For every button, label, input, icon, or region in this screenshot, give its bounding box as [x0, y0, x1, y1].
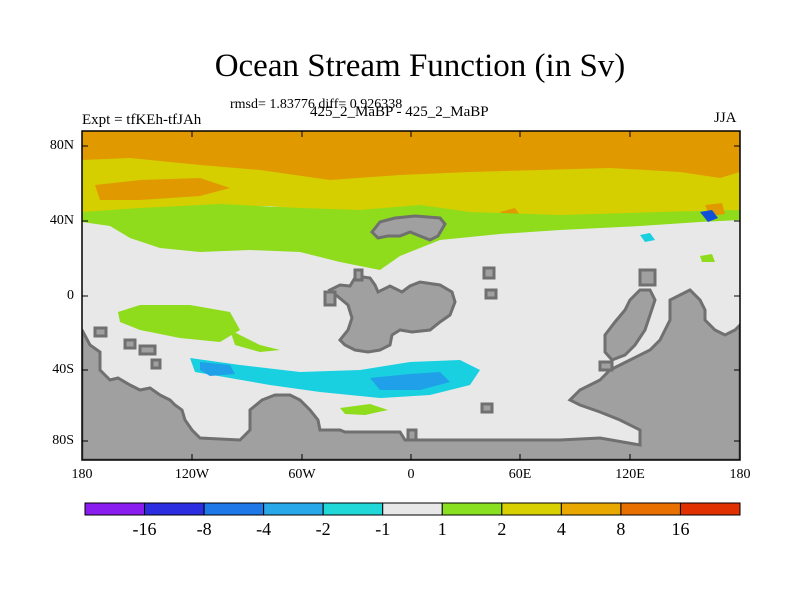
colorbar-swatch — [441, 502, 503, 516]
colorbar-swatch — [322, 502, 384, 516]
season-label: JJA — [714, 110, 737, 126]
land-east-island — [603, 288, 657, 362]
x-tick-label: 60W — [288, 467, 316, 482]
contour-green-south — [118, 305, 240, 342]
colorbar-swatch — [263, 502, 324, 516]
map-plot-area — [82, 131, 740, 460]
contour-orange-lobe — [95, 178, 230, 200]
colorbar-label: 4 — [556, 519, 566, 539]
colorbar-label: -16 — [132, 519, 157, 539]
y-tick-label: 0 — [67, 288, 74, 303]
land-island-5 — [480, 402, 494, 414]
land-island-2 — [353, 268, 364, 282]
land-island-6 — [93, 326, 108, 338]
contour-green-north — [82, 204, 740, 270]
colorbar-swatch — [679, 502, 741, 516]
colorbar-swatch — [203, 502, 265, 516]
colorbar-swatch — [560, 502, 622, 516]
y-tick-label: 40N — [49, 213, 74, 228]
land-southwest — [82, 288, 740, 460]
contour-blue-core-east — [370, 372, 450, 390]
colorbar-label: -1 — [375, 519, 391, 539]
land-east-small-2 — [598, 360, 614, 372]
colorbar-label: 2 — [497, 519, 507, 539]
colorbar-label: 8 — [616, 519, 626, 539]
land-island-9 — [150, 358, 162, 370]
land-central — [327, 274, 457, 354]
colorbar-swatch — [501, 502, 562, 516]
contour-darkblue-patch — [700, 210, 718, 222]
x-tick-label: 0 — [407, 467, 415, 482]
colorbar-swatch — [84, 502, 146, 516]
x-tick-label: 180 — [71, 467, 93, 482]
land-island-1 — [323, 290, 337, 307]
x-tick-label: 180 — [729, 467, 751, 482]
land-south-islet — [406, 428, 418, 442]
x-tick-label: 120W — [174, 467, 210, 482]
y-tick-label: 80S — [52, 433, 74, 448]
contour-blue-core-west — [200, 362, 235, 376]
y-tick-label: 80N — [49, 138, 74, 153]
y-tick-label: 40S — [52, 362, 74, 377]
land-east-small — [638, 268, 657, 287]
colorbar-swatch — [382, 502, 443, 516]
colorbar-label: -2 — [315, 519, 331, 539]
colorbar-label: 16 — [671, 519, 690, 539]
stats-label: rmsd= 1.83776 diff= 0.926338 — [230, 97, 403, 112]
figure-title: Ocean Stream Function (in Sv) — [214, 48, 626, 84]
contour-green-tail — [230, 330, 280, 352]
contour-green-patch-east — [700, 254, 715, 262]
land-island-7 — [123, 338, 137, 350]
contour-green-south-patch — [340, 404, 388, 415]
land-central-north — [369, 214, 447, 242]
experiment-label: Expt = tfKEh-tfJAh — [82, 112, 202, 128]
x-tick-label: 60E — [508, 467, 532, 482]
axis-ticks — [82, 131, 740, 460]
land-island-4 — [484, 288, 498, 300]
land-island-8 — [138, 344, 157, 356]
x-tick-label: 120E — [615, 467, 645, 482]
contour-cyan-patch — [640, 233, 655, 242]
colorbar-swatch — [144, 502, 205, 516]
colorbar-swatch — [620, 502, 681, 516]
case-label: 425_2_MaBP - 425_2_MaBP — [310, 104, 489, 120]
land-island-3 — [482, 266, 496, 280]
contour-orange-north — [82, 131, 740, 210]
colorbar-label: -4 — [256, 519, 272, 539]
colorbar-label: 1 — [437, 519, 447, 539]
colorbar-label: -8 — [196, 519, 212, 539]
colorbar — [84, 502, 741, 516]
